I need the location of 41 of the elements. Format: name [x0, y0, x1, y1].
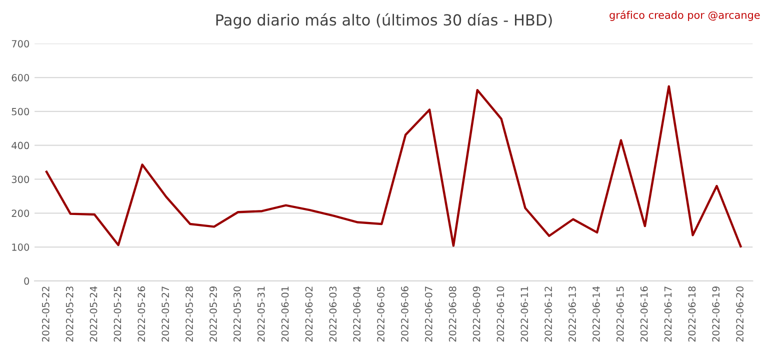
text: gráfico creado por @arcange	[610, 10, 760, 21]
x-tick-label: 2022-05-22	[42, 286, 50, 342]
line-series	[45, 85, 742, 248]
x-tick-label: 2022-06-10	[496, 286, 504, 342]
x-tick-label: 2022-06-01	[281, 286, 289, 342]
x-tick-label: 2022-06-04	[353, 286, 361, 342]
x-tick-label: 2022-06-06	[401, 286, 408, 342]
x-tick-label: 2022-06-11	[520, 286, 528, 342]
x-tick-label: 2022-06-03	[329, 286, 337, 342]
x-tick-label: 2022-06-08	[448, 286, 456, 342]
x-tick-label: 2022-06-18	[688, 286, 696, 342]
y-tick-label: 0	[24, 277, 30, 285]
x-tick-label: 2022-05-28	[186, 286, 193, 342]
x-tick-label: 2022-05-25	[114, 286, 122, 342]
x-tick-label: 2022-06-15	[616, 286, 624, 342]
x-tick-label: 2022-05-24	[90, 286, 98, 342]
x-tick-label: 2022-06-02	[305, 286, 313, 342]
y-tick-label: 200	[12, 210, 30, 217]
x-tick-label: 2022-06-05	[377, 286, 384, 342]
y-tick-label: 100	[12, 244, 30, 251]
x-tick-label: 2022-06-16	[640, 286, 648, 342]
x-tick-label: 2022-06-14	[592, 286, 600, 342]
x-tick-label: 2022-05-27	[162, 286, 170, 342]
chart-title: Pago diario más alto (últimos 30 días - HBD)	[216, 13, 552, 29]
y-tick-label: 700	[12, 40, 30, 48]
y-tick-label: 600	[12, 74, 30, 82]
x-tick-label: 2022-05-26	[138, 286, 146, 342]
x-tick-label: 2022-06-17	[664, 286, 672, 342]
y-tick-label: 300	[12, 176, 30, 184]
x-tick-label: 2022-05-29	[210, 286, 217, 342]
x-tick-label: 2022-06-07	[424, 286, 432, 342]
x-tick-label: 2022-05-31	[257, 286, 265, 342]
x-tick-label: 2022-06-20	[736, 286, 744, 342]
y-tick-label: 500	[12, 108, 30, 116]
y-tick-label: 400	[12, 142, 30, 150]
x-tick-label: 2022-05-23	[66, 286, 74, 342]
x-tick-label: 2022-06-09	[472, 286, 480, 342]
x-tick-label: 2022-06-19	[712, 286, 720, 342]
x-tick-label: 2022-05-30	[233, 286, 241, 342]
x-tick-label: 2022-06-12	[544, 286, 552, 342]
x-tick-label: 2022-06-13	[568, 286, 576, 342]
